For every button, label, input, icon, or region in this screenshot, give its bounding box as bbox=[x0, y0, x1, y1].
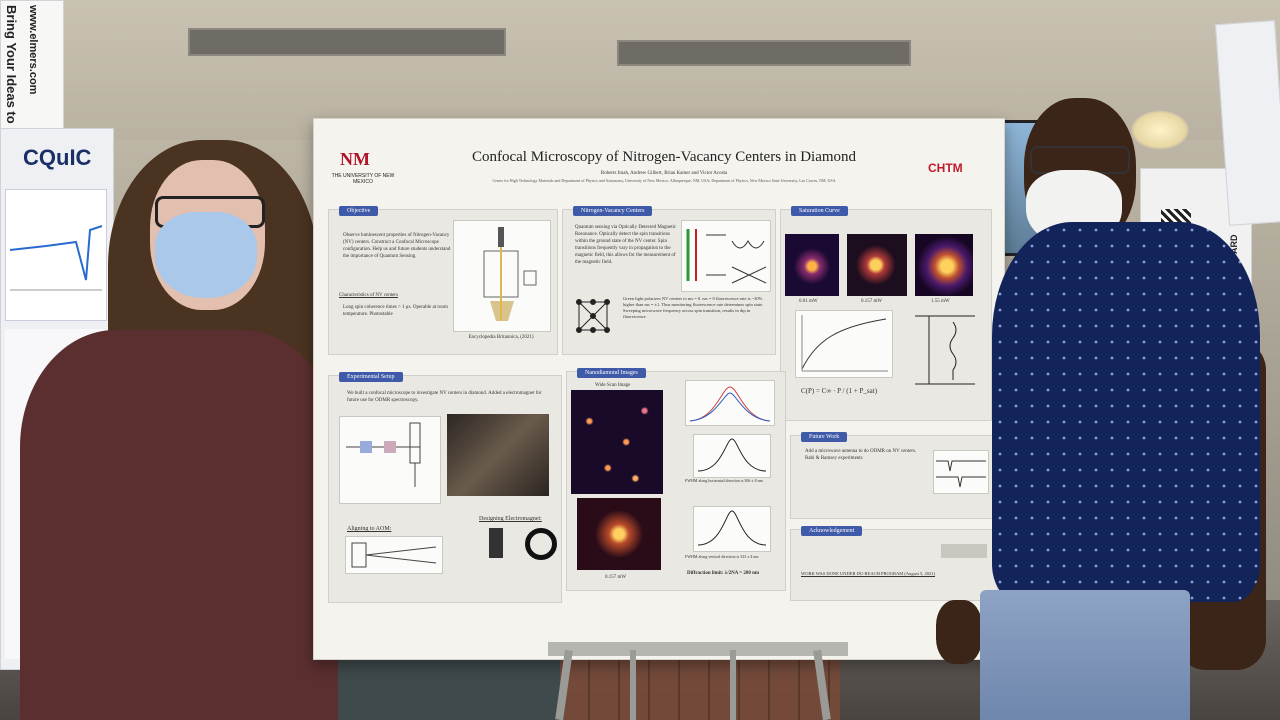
odmr-drawing bbox=[936, 460, 986, 488]
panel-heading: Experimental Setup bbox=[339, 372, 403, 382]
easel-leg bbox=[730, 650, 736, 720]
panel-objective: Objective Observe luminescent properties… bbox=[328, 206, 558, 355]
unm-logo-icon: NM bbox=[340, 149, 370, 169]
panel-experimental-setup: Experimental Setup We built a confocal m… bbox=[328, 372, 562, 603]
plot-profile-vertical bbox=[693, 506, 771, 552]
saturation-label-1: 0.01 mW bbox=[799, 299, 818, 304]
left-poster-figure bbox=[5, 189, 107, 321]
aligning-aom-heading: Aligning to AOM: bbox=[347, 526, 392, 532]
odmr-figure bbox=[933, 450, 989, 494]
person-right-jeans bbox=[980, 590, 1190, 720]
nv-centers-text: Quantum sensing via Optically Detected M… bbox=[575, 225, 677, 265]
zoom-scan-image bbox=[577, 498, 661, 570]
cquic-logo: CQuIC bbox=[23, 145, 92, 170]
electromagnet-coil-icon bbox=[525, 528, 557, 560]
person-left-mask bbox=[155, 212, 257, 298]
nv-characteristics-list: Long spin coherence times > 1 μs. Operab… bbox=[343, 305, 448, 317]
chtm-logo: CHTM bbox=[928, 161, 963, 175]
objective-text: Observe luminescent properties of Nitrog… bbox=[343, 233, 451, 259]
wide-scan-image bbox=[571, 390, 663, 494]
electromagnet-core bbox=[489, 528, 503, 558]
panel-saturation: Saturation Curve 0.01 mW 0.157 mW 1.55 m… bbox=[780, 206, 992, 421]
panel-heading: Nanodiamond Images bbox=[577, 368, 646, 378]
sponsor-logos bbox=[941, 544, 987, 558]
microscope-diagram bbox=[453, 220, 551, 332]
elmers-url: www.elmers.com bbox=[27, 5, 39, 95]
university-name: THE UNIVERSITY OF NEW MEXICO bbox=[331, 173, 395, 185]
elmers-vertical-text: Bring Your Ideas to Life bbox=[4, 5, 19, 125]
electromagnet-heading: Designing Electromagnet: bbox=[479, 516, 542, 522]
fwhm-horizontal-text: FWHM along horizontal direction is 306 ±… bbox=[685, 478, 763, 483]
easel-leg bbox=[630, 650, 636, 720]
fluorescence-drawing bbox=[915, 315, 975, 385]
poster-affiliations: Center for High Technology Materials and… bbox=[492, 178, 836, 183]
ack-text: WORK WAS DONE UNDER DU-REACH PROGRAM (Au… bbox=[801, 571, 936, 576]
fwhm-vertical-text: FWHM along vertical direction is 333 ± 4… bbox=[685, 554, 759, 559]
setup-schematic bbox=[339, 416, 441, 504]
ceiling-vent bbox=[188, 28, 506, 56]
saturation-formula: C(P) = C∞ · P / (1 + P_sat) bbox=[801, 387, 878, 395]
panel-heading: Saturation Curve bbox=[791, 206, 848, 216]
poster-title: Confocal Microscopy of Nitrogen-Vacancy … bbox=[471, 149, 857, 165]
saturation-label-3: 1.55 mW bbox=[931, 299, 950, 304]
future-work-text: Add a microwave antenna to do ODMR on NV… bbox=[805, 449, 917, 461]
profile-1-drawing bbox=[689, 386, 771, 422]
poster: NM THE UNIVERSITY OF NEW MEXICO Confocal… bbox=[313, 118, 1005, 660]
saturation-image-1 bbox=[785, 234, 839, 296]
profile-v-drawing bbox=[697, 510, 767, 546]
left-poster-plot bbox=[9, 225, 103, 291]
saturation-plot bbox=[795, 310, 893, 378]
britannica-caption: Encyclopedia Britannica, (2021) bbox=[468, 335, 534, 340]
carpet bbox=[330, 650, 560, 720]
panel-heading: Future Work bbox=[801, 432, 848, 442]
energy-level-drawing bbox=[686, 229, 767, 284]
wide-scan-label: Wide Scan Image bbox=[595, 383, 631, 388]
nv-centers-text-2: Green light polarizes NV centers to ms =… bbox=[623, 296, 764, 319]
poster-authors: Roberts Ituah, Andrew Gilbert, Brian Kam… bbox=[600, 171, 728, 176]
setup-schematic-drawing bbox=[346, 422, 421, 487]
setup-text: We built a confocal microscope to invest… bbox=[347, 391, 542, 403]
diamond-lattice-icon bbox=[573, 296, 613, 336]
panel-heading: Objective bbox=[339, 206, 379, 216]
panel-acknowledgement: Acknowledgement WORK WAS DONE UNDER DU-R… bbox=[790, 526, 998, 601]
person-right-hand bbox=[936, 600, 982, 664]
zoom-scan-label: 0.157 mW bbox=[605, 575, 627, 580]
nv-characteristics-heading: Characteristics of NV centers bbox=[339, 293, 398, 298]
person-right-shirt bbox=[992, 222, 1260, 602]
microscope-diagram-drawing bbox=[483, 227, 537, 321]
aom-alignment-diagram bbox=[345, 536, 443, 574]
saturation-curve-drawing bbox=[801, 315, 888, 372]
panel-future-work: Future Work Add a microwave antenna to d… bbox=[790, 432, 998, 519]
energy-level-diagram bbox=[681, 220, 771, 292]
fluorescence-diagram bbox=[909, 312, 979, 392]
diffraction-limit-text: Diffraction limit: λ/2NA = 280 nm bbox=[687, 571, 760, 576]
panel-nanodiamond: Nanodiamond Images Wide Scan Image 0.157… bbox=[566, 368, 786, 591]
ceiling-vent bbox=[617, 40, 911, 66]
plot-profile-horizontal bbox=[693, 434, 771, 478]
panel-heading: Acknowledgement bbox=[801, 526, 863, 536]
aom-alignment-drawing bbox=[351, 542, 437, 568]
panel-nv-centers: Nitrogen-Vacancy Centers Quantum sensing… bbox=[562, 206, 776, 355]
left-top-poster: Bring Your Ideas to Life www.elmers.com bbox=[0, 0, 64, 132]
saturation-image-3 bbox=[915, 234, 973, 296]
ceiling-light bbox=[1130, 110, 1190, 150]
saturation-image-2 bbox=[847, 234, 907, 296]
plot-profile-1 bbox=[685, 380, 775, 426]
person-left-shirt bbox=[20, 330, 338, 720]
profile-h-drawing bbox=[697, 438, 767, 472]
saturation-label-2: 0.157 mW bbox=[861, 299, 883, 304]
panel-heading: Nitrogen-Vacancy Centers bbox=[573, 206, 653, 216]
easel-tray bbox=[548, 642, 848, 656]
lab-photo bbox=[447, 414, 549, 496]
